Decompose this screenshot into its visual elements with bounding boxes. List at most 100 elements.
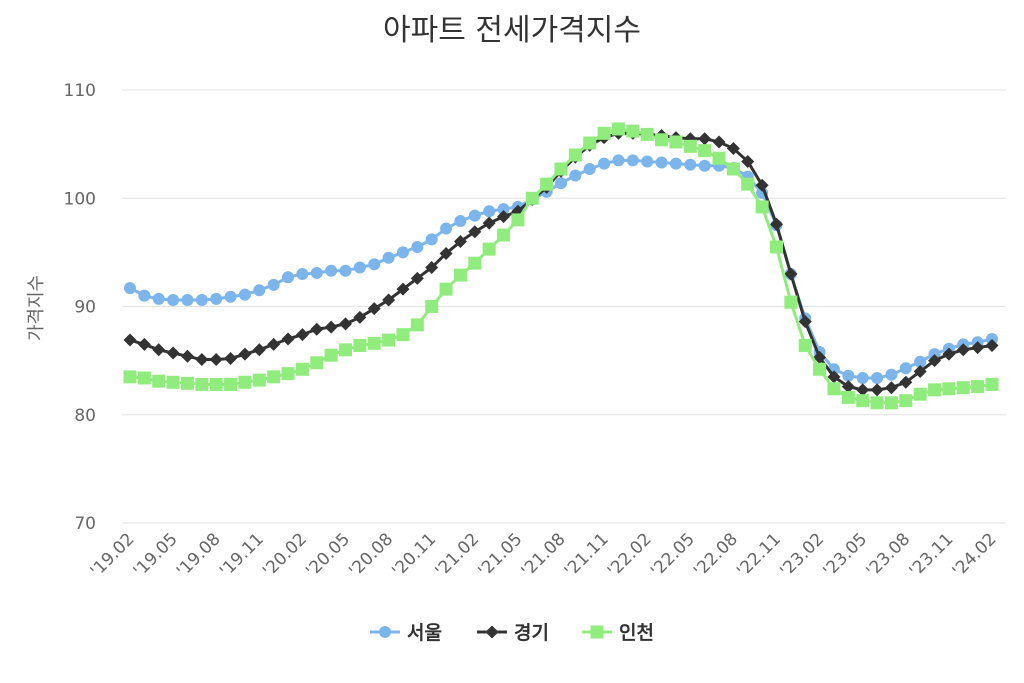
data-point bbox=[123, 370, 137, 384]
data-point bbox=[813, 350, 827, 364]
data-point bbox=[856, 383, 870, 397]
data-point bbox=[914, 355, 927, 368]
data-point bbox=[468, 209, 481, 222]
data-point bbox=[396, 246, 409, 259]
data-point bbox=[425, 300, 439, 313]
data-point bbox=[195, 377, 209, 391]
data-point bbox=[296, 268, 309, 281]
data-point bbox=[899, 362, 912, 375]
data-point bbox=[453, 268, 467, 282]
data-point bbox=[440, 222, 453, 235]
data-point bbox=[598, 157, 611, 170]
x-tick-label: '23.05 bbox=[819, 529, 871, 581]
data-point bbox=[770, 240, 783, 254]
data-point bbox=[827, 370, 841, 384]
data-point bbox=[209, 377, 223, 391]
data-point bbox=[267, 370, 281, 384]
data-point bbox=[626, 124, 640, 138]
data-point bbox=[870, 383, 884, 397]
x-tick-label: '22.02 bbox=[604, 529, 656, 581]
data-point bbox=[339, 343, 352, 357]
data-point bbox=[655, 156, 668, 169]
data-point bbox=[871, 371, 884, 384]
data-point bbox=[195, 294, 208, 307]
data-point bbox=[885, 368, 898, 381]
data-point bbox=[827, 382, 841, 396]
y-tick-label: 70 bbox=[74, 514, 96, 534]
data-point bbox=[784, 295, 798, 309]
x-tick-label: '22.08 bbox=[690, 529, 742, 581]
data-point bbox=[568, 148, 582, 162]
x-axis-ticks: '19.02'19.05'19.08'19.11'20.02'20.05'20.… bbox=[87, 529, 1001, 581]
data-point bbox=[468, 225, 482, 239]
data-point bbox=[741, 177, 755, 191]
legend-marker bbox=[485, 625, 499, 639]
data-point bbox=[741, 154, 755, 168]
legend-item[interactable]: 서울 bbox=[370, 622, 442, 644]
data-point bbox=[684, 158, 697, 171]
data-point bbox=[339, 317, 352, 331]
data-point bbox=[641, 155, 654, 168]
data-point bbox=[555, 177, 567, 190]
data-point bbox=[166, 346, 180, 360]
data-point bbox=[798, 338, 812, 352]
data-point bbox=[453, 235, 467, 249]
data-point bbox=[138, 289, 151, 302]
data-point bbox=[353, 261, 366, 274]
x-tick-label: '23.08 bbox=[862, 529, 914, 581]
data-point bbox=[367, 336, 381, 350]
data-point bbox=[870, 396, 884, 410]
data-point bbox=[411, 240, 424, 253]
data-point bbox=[913, 387, 927, 401]
data-point bbox=[856, 394, 870, 408]
data-point bbox=[123, 333, 137, 347]
data-point bbox=[281, 367, 295, 381]
data-point bbox=[497, 228, 511, 242]
data-point bbox=[353, 310, 367, 324]
data-point bbox=[295, 328, 309, 342]
x-tick-label: '21.08 bbox=[518, 529, 570, 581]
data-point bbox=[784, 267, 798, 281]
legend-item[interactable]: 인천 bbox=[582, 622, 654, 644]
legend-label: 서울 bbox=[407, 622, 442, 644]
data-point bbox=[210, 292, 223, 305]
data-point bbox=[942, 347, 956, 361]
data-point bbox=[841, 390, 855, 404]
x-tick-label: '19.02 bbox=[87, 529, 139, 581]
series-2[interactable] bbox=[123, 122, 999, 410]
data-point bbox=[224, 377, 238, 391]
data-point bbox=[324, 320, 338, 334]
x-tick-label: '20.02 bbox=[259, 529, 311, 581]
data-point bbox=[166, 375, 180, 389]
x-tick-label: '23.11 bbox=[906, 529, 958, 581]
data-point bbox=[726, 141, 740, 155]
data-point bbox=[180, 349, 194, 363]
legend-label: 경기 bbox=[514, 622, 549, 644]
data-point bbox=[252, 343, 266, 357]
legend: 서울 경기 인천 bbox=[370, 622, 654, 644]
data-point bbox=[410, 271, 424, 285]
data-point bbox=[368, 258, 381, 271]
legend-item[interactable]: 경기 bbox=[477, 622, 549, 644]
data-point bbox=[497, 203, 510, 216]
data-point bbox=[325, 264, 338, 277]
data-point bbox=[483, 205, 496, 218]
data-point bbox=[655, 133, 669, 147]
data-point bbox=[755, 200, 769, 214]
data-point bbox=[195, 353, 209, 367]
data-point bbox=[224, 290, 237, 303]
data-point bbox=[238, 375, 252, 389]
data-point bbox=[353, 338, 367, 352]
x-tick-label: '24.02 bbox=[949, 529, 1001, 581]
data-point bbox=[396, 282, 410, 296]
y-tick-label: 90 bbox=[74, 298, 96, 318]
data-point bbox=[683, 139, 697, 153]
data-point bbox=[899, 375, 913, 389]
y-axis-ticks: 70 80 90 100 110 bbox=[64, 81, 96, 534]
data-point bbox=[324, 348, 338, 362]
data-point bbox=[525, 191, 539, 205]
data-point bbox=[238, 288, 251, 301]
data-point bbox=[583, 163, 596, 176]
